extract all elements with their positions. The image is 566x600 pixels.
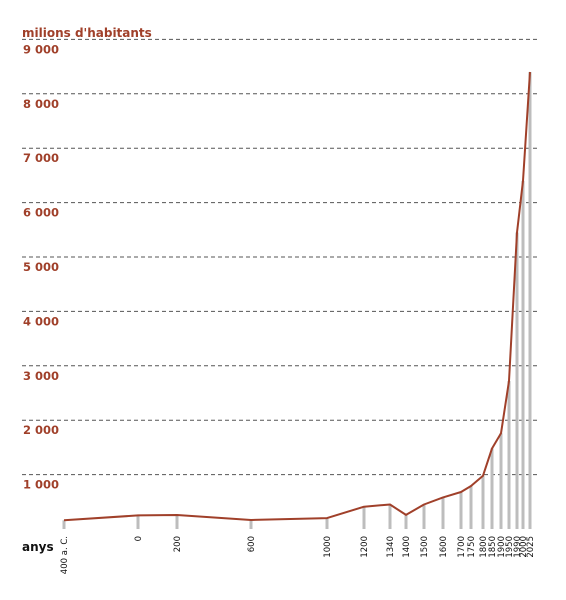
y-tick-label: 5 000 [23,260,59,274]
x-tick-label: 1950 [505,536,515,558]
x-tick-label: 1990 [513,536,523,558]
x-tick-label: 1000 [323,536,333,558]
bar-1900 [499,433,503,529]
x-tick-label: 1400 [402,536,412,558]
x-tick-label: 1500 [420,536,430,558]
y-tick-label: 6 000 [23,206,59,220]
bar-1200 [362,506,366,529]
y-tick-label: 7 000 [23,151,59,165]
x-tick-label: 2000 [519,536,529,558]
x-tick-label: 200 [173,536,183,552]
x-tick-label: 1700 [457,536,467,558]
x-tick-label: 1600 [439,536,449,558]
x-tick-label: 1340 [386,536,396,558]
bar-1700 [459,492,463,529]
y-tick-label: 8 000 [23,97,59,111]
bar-0 [136,515,140,529]
bar-600 [249,520,253,529]
bar-1990 [515,232,519,529]
bar-1000 [325,518,329,529]
x-tick-label: 0 [134,536,144,541]
bar-1950 [507,381,511,529]
y-axis-title: milions d'habitants [22,26,152,40]
bar-2000 [521,180,525,529]
y-tick-label: 2 000 [23,423,59,437]
x-tick-labels: 400 a. C. 0 200 600 1000 1200 1340 1400 1500 1600… [60,536,536,574]
bar-2025 [528,72,532,529]
bar-200 [175,515,179,529]
y-tick-label: 4 000 [23,314,59,328]
x-axis-title: anys [22,540,54,554]
bar-1800 [481,475,485,529]
x-tick-label: 1900 [497,536,507,558]
bar-1340 [388,504,392,529]
series-line [63,71,531,522]
y-tick-label: 9 000 [23,42,59,56]
y-tick-label: 1 000 [23,478,59,492]
bar-1850 [490,448,494,529]
bar-1400 [404,514,408,529]
x-tick-label: 1200 [360,536,370,558]
y-tick-labels: 1 000 2 000 3 000 4 000 5 000 6 000 7 000 8 000… [23,42,59,491]
y-tick-label: 3 000 [23,369,59,383]
bar-1500 [422,504,426,529]
grid-lines [22,38,537,476]
x-tick-label: 600 [247,536,257,552]
value-bars [62,72,532,529]
x-tick-label: 1800 [479,536,489,558]
x-tick-label: 2025 [526,536,536,558]
x-tick-label: 1750 [467,536,477,558]
x-tick-label: 1850 [488,536,498,558]
bar-1600 [441,497,445,529]
x-tick-label: 400 a. C. [60,536,70,574]
bar-1750 [469,486,473,529]
bar-400 a. C. [62,520,66,529]
